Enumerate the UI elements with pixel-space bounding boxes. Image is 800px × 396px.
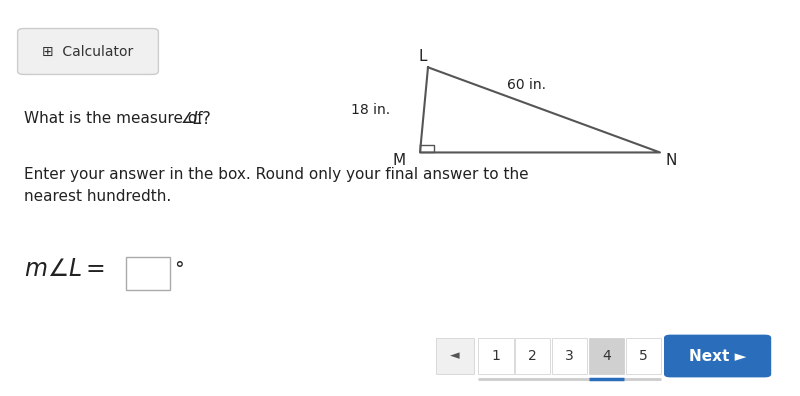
FancyBboxPatch shape [664, 335, 771, 377]
Text: L: L [418, 49, 426, 64]
Text: ∠: ∠ [181, 111, 194, 126]
FancyBboxPatch shape [589, 338, 624, 374]
Text: nearest hundredth.: nearest hundredth. [24, 188, 171, 204]
FancyBboxPatch shape [626, 338, 661, 374]
FancyBboxPatch shape [436, 338, 474, 374]
FancyBboxPatch shape [515, 338, 550, 374]
Text: M: M [393, 153, 406, 168]
FancyBboxPatch shape [552, 338, 587, 374]
Text: ◄: ◄ [450, 350, 460, 362]
Bar [126, 257, 170, 290]
Text: 5: 5 [639, 349, 647, 363]
FancyBboxPatch shape [18, 29, 158, 74]
Text: N: N [666, 153, 677, 168]
Text: °: ° [174, 260, 184, 279]
Text: Enter your answer in the box. Round only your final answer to the: Enter your answer in the box. Round only… [24, 167, 529, 182]
Text: 3: 3 [566, 349, 574, 363]
Text: 2: 2 [529, 349, 537, 363]
Text: Next ►: Next ► [689, 348, 746, 364]
Text: 1: 1 [491, 349, 501, 363]
Text: What is the measure of: What is the measure of [24, 111, 207, 126]
Text: 4: 4 [602, 349, 610, 363]
Text: ⊞  Calculator: ⊞ Calculator [42, 44, 134, 59]
Text: $m\angle L =$: $m\angle L =$ [24, 257, 106, 281]
Text: $\it{L}$?: $\it{L}$? [192, 110, 211, 128]
Text: 18 in.: 18 in. [351, 103, 390, 117]
FancyBboxPatch shape [478, 338, 514, 374]
Text: 60 in.: 60 in. [507, 78, 546, 92]
